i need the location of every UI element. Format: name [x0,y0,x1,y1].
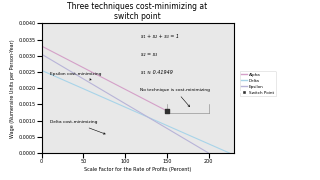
Text: s₁ ≈ 0.41949: s₁ ≈ 0.41949 [141,70,173,75]
Text: s₂ = s₃: s₂ = s₃ [141,52,157,57]
Text: Delta cost-minimizing: Delta cost-minimizing [50,120,105,134]
Text: No technique is cost-minimizing: No technique is cost-minimizing [140,88,210,107]
Y-axis label: Wage (Numeraire Units per Person-Year): Wage (Numeraire Units per Person-Year) [11,39,15,138]
Title: Three techniques cost-minimizing at
switch point: Three techniques cost-minimizing at swit… [68,2,208,21]
X-axis label: Scale Factor for the Rate of Profits (Percent): Scale Factor for the Rate of Profits (Pe… [84,167,191,172]
Text: Epsilon cost-minimizing: Epsilon cost-minimizing [50,72,101,80]
Point [164,109,169,112]
Text: s₁ + s₂ + s₃ = 1: s₁ + s₂ + s₃ = 1 [141,34,180,39]
Legend: Alpha, Delta, Epsilon, Switch Point: Alpha, Delta, Epsilon, Switch Point [240,71,276,96]
